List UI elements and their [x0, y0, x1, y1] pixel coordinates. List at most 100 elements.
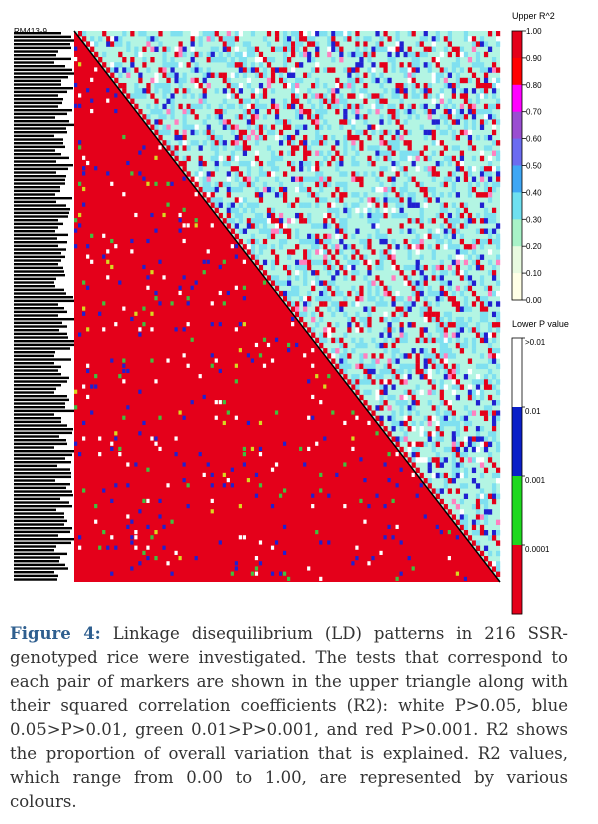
- upper-cell: [483, 186, 489, 193]
- upper-cell: [214, 88, 219, 94]
- upper-cell: [182, 46, 187, 52]
- lower-cell: [282, 524, 287, 529]
- upper-cell: [250, 114, 256, 120]
- upper-cell: [391, 46, 396, 52]
- upper-cell: [347, 129, 352, 136]
- upper-cell: [274, 103, 280, 110]
- upper-cell: [355, 207, 360, 214]
- upper-cell: [495, 150, 501, 156]
- marker-label: [14, 142, 63, 145]
- upper-cell: [258, 82, 264, 89]
- upper-cell: [395, 82, 400, 89]
- lower-cell: [194, 223, 198, 228]
- upper-cell: [435, 426, 440, 432]
- upper-cell: [463, 342, 469, 349]
- upper-cell: [343, 368, 348, 375]
- upper-cell: [407, 72, 412, 78]
- upper-cell: [154, 46, 159, 52]
- upper-cell: [319, 181, 324, 188]
- upper-cell: [475, 400, 481, 406]
- upper-cell: [479, 441, 485, 448]
- upper-cell: [399, 368, 404, 375]
- upper-cell: [395, 290, 400, 297]
- upper-cell: [327, 212, 332, 219]
- upper-cell: [278, 155, 284, 162]
- upper-cell: [287, 270, 292, 276]
- lower-cell: [170, 519, 174, 524]
- lower-cell: [146, 545, 150, 550]
- upper-cell: [403, 129, 408, 136]
- upper-legend-tick-label: 1.00: [526, 27, 542, 36]
- upper-cell: [166, 140, 171, 146]
- upper-cell: [407, 296, 412, 302]
- upper-cell: [319, 150, 324, 156]
- upper-cell: [383, 311, 388, 318]
- upper-cell: [423, 202, 428, 208]
- upper-cell: [399, 327, 404, 333]
- upper-cell: [194, 181, 199, 188]
- marker-label: [14, 574, 58, 578]
- upper-cell: [451, 452, 456, 458]
- upper-cell: [351, 202, 356, 208]
- lower-cell: [114, 93, 118, 98]
- upper-cell: [282, 98, 288, 104]
- upper-cell: [467, 275, 473, 281]
- upper-cell: [351, 145, 356, 151]
- upper-cell: [114, 62, 119, 68]
- upper-cell: [266, 31, 272, 37]
- upper-cell: [407, 155, 412, 162]
- marker-label: [14, 505, 72, 508]
- upper-cell: [435, 56, 440, 63]
- upper-cell: [146, 119, 151, 125]
- lower-cell: [190, 285, 194, 290]
- upper-cell: [307, 233, 312, 240]
- marker-label: [14, 541, 71, 545]
- upper-cell: [423, 186, 428, 193]
- upper-cell: [303, 160, 308, 167]
- lower-legend-swatch: [512, 338, 522, 408]
- upper-cell: [287, 301, 292, 307]
- upper-cell: [363, 379, 368, 385]
- upper-cell: [327, 207, 332, 214]
- upper-cell: [435, 197, 440, 203]
- upper-cell: [411, 394, 416, 401]
- upper-cell: [411, 301, 416, 307]
- upper-cell: [495, 363, 501, 370]
- upper-cell: [383, 249, 388, 255]
- upper-cell: [371, 296, 376, 302]
- upper-cell: [447, 228, 452, 234]
- lower-cell: [142, 498, 146, 503]
- upper-cell: [483, 514, 489, 520]
- upper-cell: [387, 119, 392, 125]
- upper-cell: [471, 342, 477, 349]
- upper-cell: [282, 197, 288, 203]
- upper-cell: [214, 186, 219, 193]
- upper-cell: [475, 498, 481, 505]
- lower-cell: [130, 171, 134, 176]
- upper-cell: [270, 166, 276, 172]
- upper-cell: [190, 36, 195, 42]
- upper-cell: [491, 561, 497, 567]
- upper-cell: [451, 244, 456, 250]
- lower-cell: [90, 410, 94, 415]
- upper-cell: [214, 145, 219, 151]
- lower-cell: [82, 280, 86, 285]
- upper-cell: [134, 93, 139, 99]
- upper-cell: [383, 31, 388, 37]
- upper-cell: [375, 405, 380, 411]
- upper-cell: [395, 337, 400, 344]
- upper-cell: [331, 192, 336, 198]
- marker-label: [14, 362, 54, 365]
- upper-cell: [419, 124, 424, 130]
- upper-cell: [254, 46, 260, 52]
- upper-cell: [323, 93, 328, 99]
- upper-cell: [439, 332, 444, 338]
- upper-cell: [335, 140, 340, 146]
- upper-cell: [483, 556, 489, 562]
- upper-cell: [327, 181, 332, 188]
- upper-cell: [463, 171, 469, 177]
- upper-cell: [291, 160, 296, 167]
- upper-cell: [299, 264, 304, 271]
- upper-cell: [335, 31, 340, 37]
- upper-cell: [443, 472, 448, 479]
